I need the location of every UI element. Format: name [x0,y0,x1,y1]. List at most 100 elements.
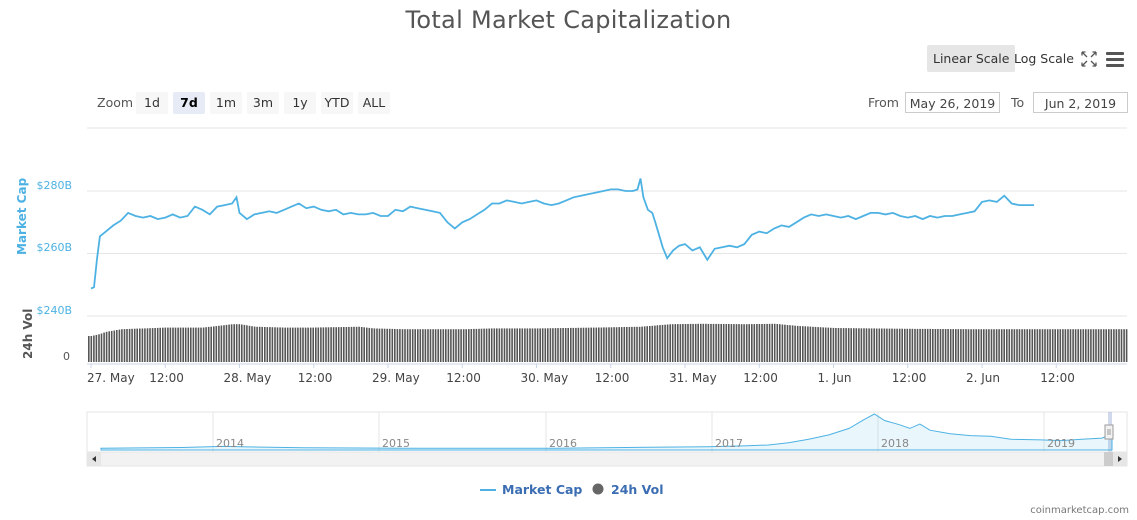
zoom-all-button[interactable]: ALL [358,92,390,114]
volume-bar [904,328,906,362]
volume-bar [756,324,758,362]
volume-bar [192,327,195,362]
to-date-input[interactable]: Jun 2, 2019 [1033,92,1128,113]
volume-bar [590,327,592,362]
volume-bar [649,326,651,362]
volume-bar [128,328,131,362]
volume-bar [886,328,888,362]
legend-24h-vol[interactable]: 24h Vol [611,482,664,497]
volume-bar [462,329,465,362]
zoom-1m-button[interactable]: 1m [210,92,242,114]
volume-bar [493,328,496,362]
scrollbar[interactable] [86,451,1128,467]
volume-bar [330,327,332,362]
volume-bar [891,328,893,362]
volume-bar [753,324,756,362]
volume-bar [972,329,975,362]
navigator-handle[interactable] [1104,424,1114,440]
zoom-7d-button[interactable]: 7d [173,92,205,114]
volume-bar [373,328,376,362]
volume-bar [427,329,429,362]
volume-bar [592,327,595,362]
volume-bar [814,326,817,362]
volume-bar [297,327,299,362]
navigator-year-label: 2018 [881,437,909,450]
volume-bar [618,327,620,362]
volume-bar [608,327,610,362]
volume-bar [322,327,325,362]
volume-bar [888,328,891,362]
volume-bar [348,326,350,362]
volume-bar [728,324,730,362]
volume-bar [830,327,832,362]
volume-bar [679,324,682,362]
volume-bar [1090,329,1092,362]
volume-bar [363,327,365,362]
volume-bar [705,323,707,362]
scrollbar-thumb[interactable] [1104,452,1114,466]
from-date-input[interactable]: May 26, 2019 [905,92,1000,113]
volume-bar [865,328,868,362]
volume-bar [1082,329,1085,362]
legend-market-cap[interactable]: Market Cap [502,482,583,497]
x-tick-label: 12:00 [297,371,333,385]
y-tick-label: $240B [36,304,72,317]
volume-bar [1125,329,1128,362]
volume-bar [564,328,567,362]
fullscreen-icon[interactable] [1081,51,1097,67]
volume-bar [758,324,761,362]
volume-bar [93,335,95,362]
volume-bar [603,327,605,362]
volume-bar [141,328,144,362]
volume-bar [1018,329,1021,362]
volume-bar [455,329,457,362]
volume-bar [840,328,842,362]
volume-bar [108,331,110,362]
volume-bar [182,327,184,362]
volume-bar [786,325,789,362]
volume-bar [220,325,223,362]
volume-bar [858,328,860,362]
volume-bar [243,324,246,362]
volume-bar [932,329,934,362]
volume-bar [434,329,437,362]
volume-bar [745,324,748,362]
volume-bar [1039,329,1041,362]
volume-bar [378,328,381,362]
navigator-year-label: 2015 [382,437,410,450]
menu-icon[interactable] [1106,52,1124,67]
volume-bar [355,326,358,362]
x-tick-label: 2. Jun [966,371,1001,385]
volume-bar [881,328,883,362]
volume-bar [919,328,921,362]
volume-bar [1077,329,1079,362]
volume-bar [807,326,809,362]
volume-bar [720,324,722,362]
volume-bar [944,329,947,362]
linear-scale-button[interactable]: Linear Scale [927,45,1016,72]
zoom-1d-button[interactable]: 1d [136,92,168,114]
volume-bars [88,323,1128,362]
volume-bar [694,323,697,362]
zoom-3m-button[interactable]: 3m [247,92,279,114]
zoom-label: Zoom [97,95,134,110]
volume-bar [439,329,442,362]
chart-title: Total Market Capitalization [405,6,732,34]
volume-bar [559,328,562,362]
volume-bar [835,328,837,362]
volume-bar [620,327,623,362]
credits-link[interactable]: coinmarketcap.com [1030,505,1129,516]
log-scale-button[interactable]: Log Scale [1014,51,1074,66]
zoom-1y-button[interactable]: 1y [284,92,316,114]
to-label: To [1011,95,1025,110]
zoom-ytd-button[interactable]: YTD [321,92,353,114]
volume-bar [424,329,427,362]
volume-bar [345,327,348,362]
volume-bar [159,327,161,362]
volume-bar [613,327,615,362]
volume-bar [547,328,549,362]
volume-bar [960,329,962,362]
volume-bar [417,329,419,362]
volume-bar [735,324,738,362]
volume-bar [850,328,852,362]
